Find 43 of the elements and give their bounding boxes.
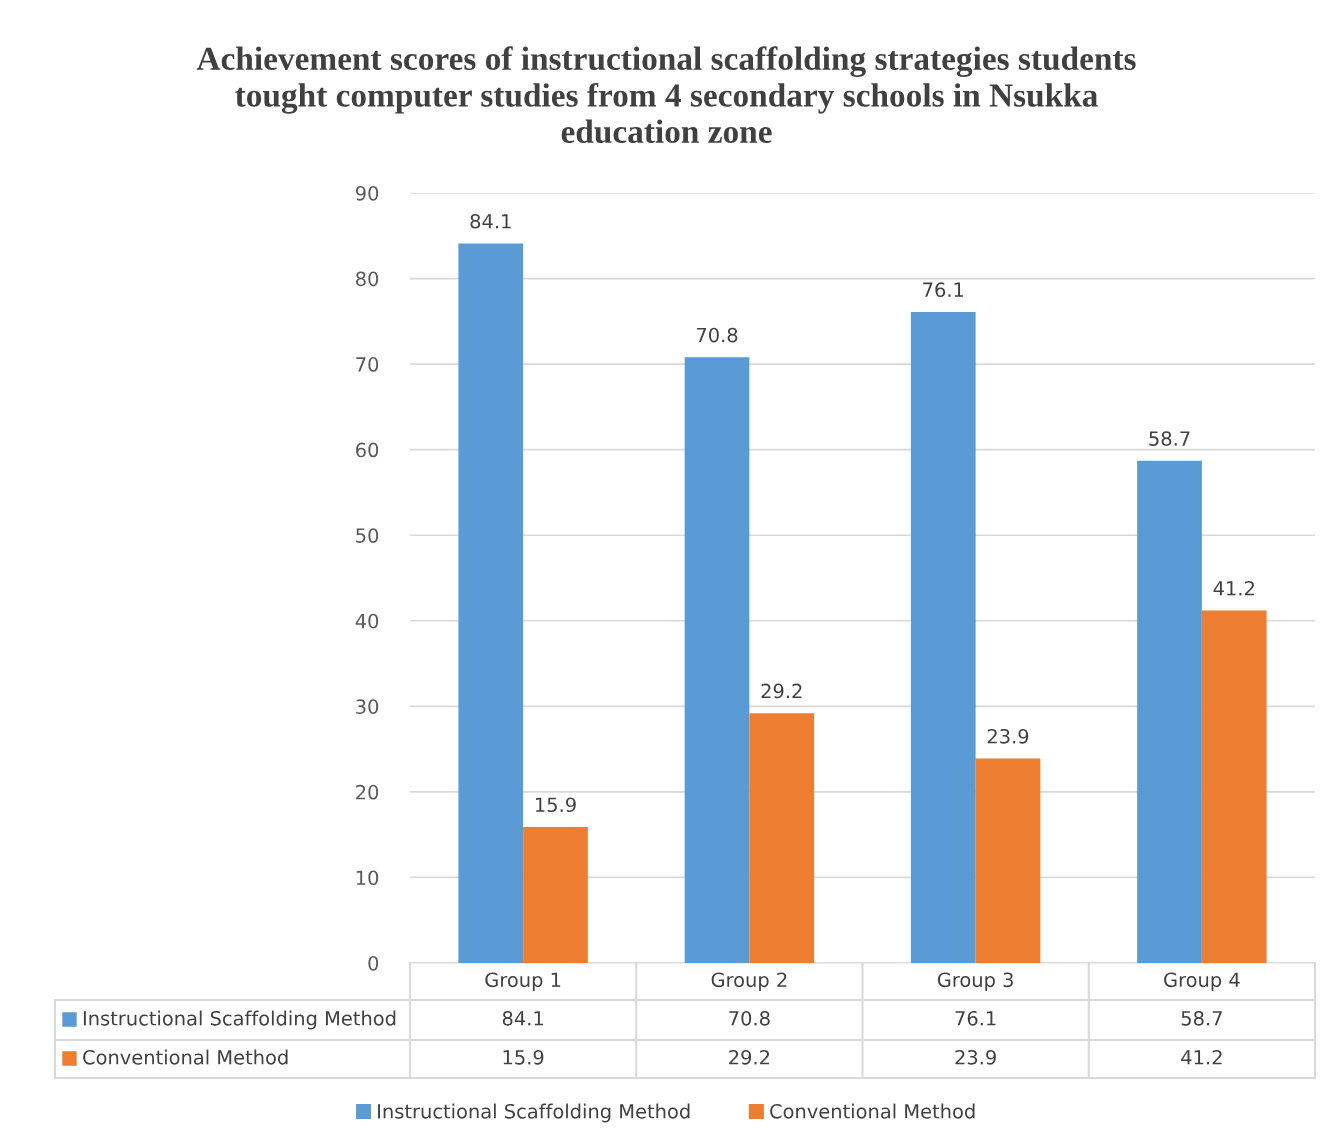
x-tick-label: Group 2	[711, 972, 787, 991]
chart-title: Achievement scores of instructional scaffolding strategies students tought computer studies from 4 secondary schools in Nsukka education zone	[196, 46, 1136, 144]
bar	[523, 826, 588, 963]
data-label: 70.8	[696, 327, 738, 343]
data-label: 29.2	[761, 683, 802, 699]
y-tick-label: 0	[368, 955, 379, 971]
y-tick-label: 50	[356, 528, 379, 543]
bar	[1137, 460, 1202, 963]
text: 70.8	[729, 1010, 770, 1026]
legend-label: Instructional Scaffolding Method	[83, 1010, 396, 1030]
bar	[684, 357, 750, 963]
data-label: 15.9	[535, 797, 576, 813]
y-tick-label: 90	[355, 185, 379, 201]
bar	[749, 713, 815, 963]
y-tick-label: 70	[356, 357, 379, 372]
text: Instructional Scaffolding Method	[378, 1103, 690, 1123]
bar	[975, 758, 1041, 963]
text: 29.2	[729, 1049, 770, 1065]
y-tick-label: 10	[356, 870, 379, 886]
y-tick-label: 20	[356, 784, 379, 800]
text: 41.2	[1181, 1049, 1222, 1065]
y-tick-label: 40	[355, 613, 379, 629]
text: 58.7	[1181, 1010, 1222, 1026]
data-label: 41.2	[1213, 580, 1254, 596]
data-label: 84.1	[470, 213, 511, 229]
y-tick-label: 60	[356, 442, 379, 458]
data-label: 58.7	[1149, 431, 1190, 446]
bar	[1201, 610, 1267, 963]
y-tick-label: 30	[356, 699, 379, 714]
x-tick-label: Group 1	[485, 972, 561, 991]
legend-label: Conventional Method	[770, 1103, 975, 1119]
text: 84.1	[502, 1010, 543, 1026]
data-label: 76.1	[923, 282, 964, 298]
text: 23.9	[955, 1049, 996, 1065]
bar	[458, 243, 524, 963]
x-tick-label: Group 3	[937, 972, 1013, 991]
text: Conventional Method	[83, 1049, 288, 1065]
bar	[910, 311, 976, 963]
text: 76.1	[955, 1010, 996, 1026]
text: 15.9	[503, 1049, 544, 1065]
x-tick-label: Group 4	[1164, 972, 1240, 991]
y-tick-label: 80	[356, 271, 379, 287]
data-label: 23.9	[987, 728, 1029, 744]
